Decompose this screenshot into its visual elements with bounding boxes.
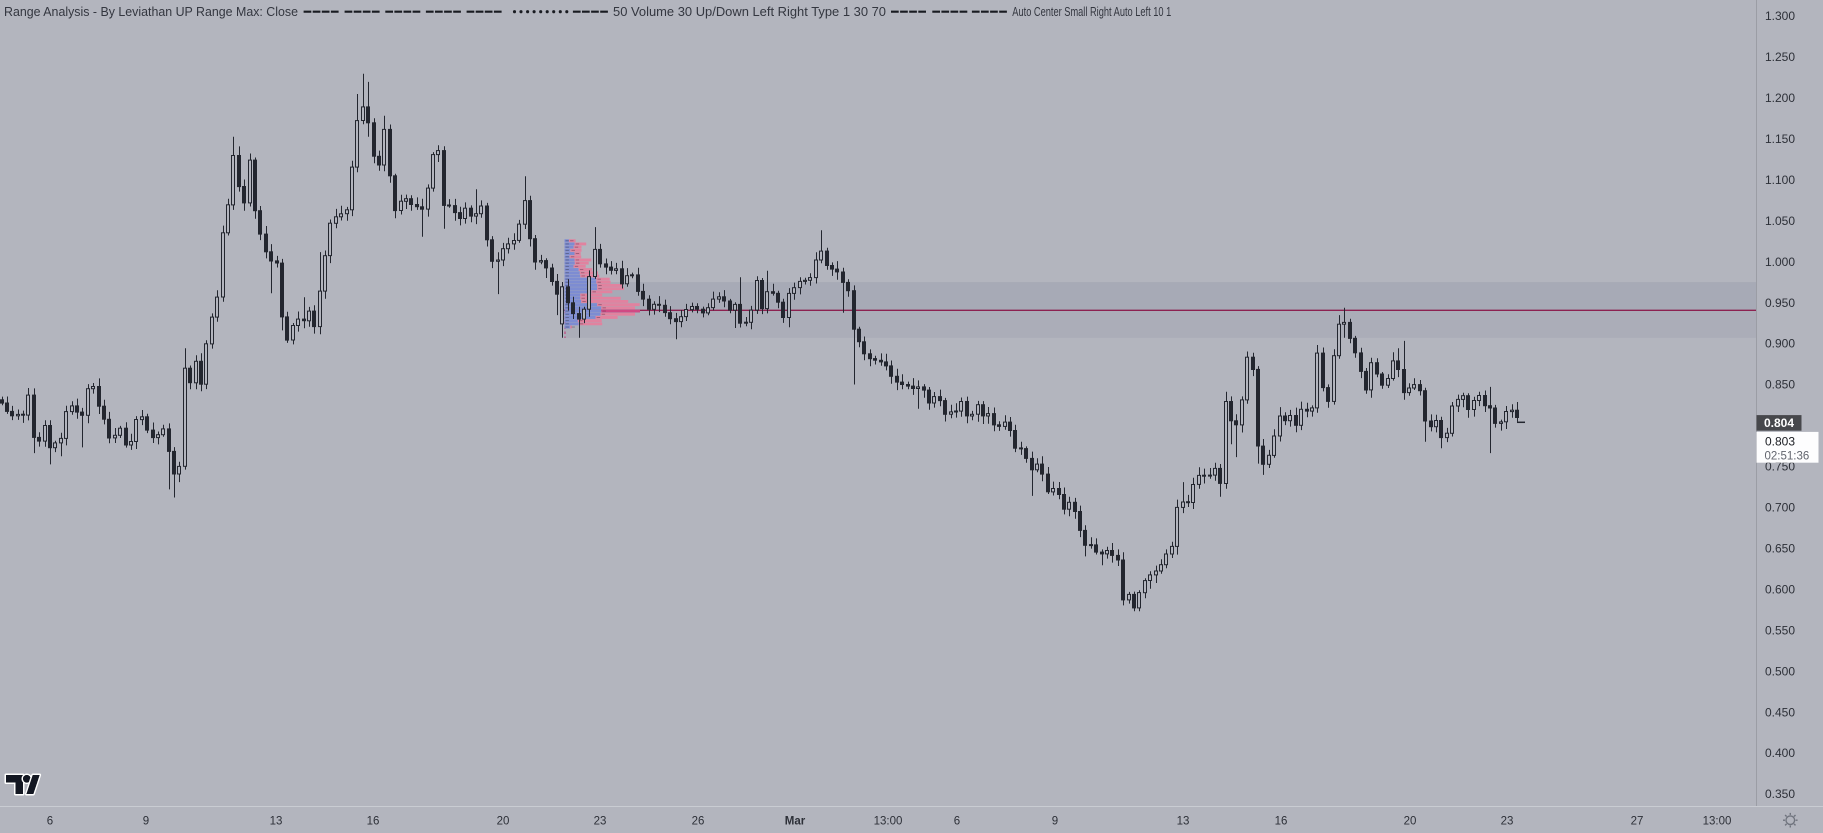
svg-text:13:00: 13:00 — [1703, 816, 1732, 828]
svg-text:50 Volume 30 Up/Down Left Righ: 50 Volume 30 Up/Down Left Right Type 1 3… — [613, 5, 886, 19]
svg-text:16: 16 — [367, 816, 380, 828]
svg-text:Auto Center Small Right Auto L: Auto Center Small Right Auto Left 10 1 — [1012, 5, 1171, 19]
svg-text:6: 6 — [47, 816, 53, 828]
svg-text:9: 9 — [143, 816, 149, 828]
svg-text:0.804: 0.804 — [1764, 416, 1794, 430]
svg-text:1.300: 1.300 — [1765, 9, 1795, 23]
svg-text:6: 6 — [954, 816, 960, 828]
svg-text:1.250: 1.250 — [1765, 50, 1795, 64]
svg-text:1.050: 1.050 — [1765, 214, 1795, 228]
svg-text:9: 9 — [1052, 816, 1058, 828]
svg-text:Range Analysis - By Leviathan: Range Analysis - By Leviathan UP Range M… — [4, 5, 298, 19]
svg-text:13: 13 — [270, 816, 283, 828]
svg-text:0.750: 0.750 — [1765, 460, 1795, 474]
svg-text:0.500: 0.500 — [1765, 664, 1795, 678]
svg-text:13: 13 — [1177, 816, 1190, 828]
svg-text:0.400: 0.400 — [1765, 746, 1795, 760]
svg-text:26: 26 — [692, 816, 705, 828]
svg-text:1.100: 1.100 — [1765, 173, 1795, 187]
svg-text:0.850: 0.850 — [1765, 378, 1795, 392]
svg-text:23: 23 — [1501, 816, 1514, 828]
svg-text:1.200: 1.200 — [1765, 91, 1795, 105]
svg-text:20: 20 — [1404, 816, 1417, 828]
svg-text:0.803: 0.803 — [1765, 435, 1795, 449]
svg-text:0.350: 0.350 — [1765, 787, 1795, 801]
svg-text:0.700: 0.700 — [1765, 501, 1795, 515]
svg-text:13:00: 13:00 — [874, 816, 903, 828]
svg-text:0.450: 0.450 — [1765, 705, 1795, 719]
svg-text:0.900: 0.900 — [1765, 337, 1795, 351]
svg-text:16: 16 — [1275, 816, 1288, 828]
svg-text:20: 20 — [497, 816, 510, 828]
svg-text:0.650: 0.650 — [1765, 542, 1795, 556]
svg-text:0.950: 0.950 — [1765, 296, 1795, 310]
svg-text:Mar: Mar — [785, 816, 806, 828]
svg-text:0.600: 0.600 — [1765, 582, 1795, 596]
svg-text:23: 23 — [594, 816, 607, 828]
svg-text:27: 27 — [1631, 816, 1644, 828]
svg-text:0.550: 0.550 — [1765, 623, 1795, 637]
svg-text:1.150: 1.150 — [1765, 132, 1795, 146]
svg-text:02:51:36: 02:51:36 — [1765, 451, 1810, 463]
svg-text:1.000: 1.000 — [1765, 255, 1795, 269]
